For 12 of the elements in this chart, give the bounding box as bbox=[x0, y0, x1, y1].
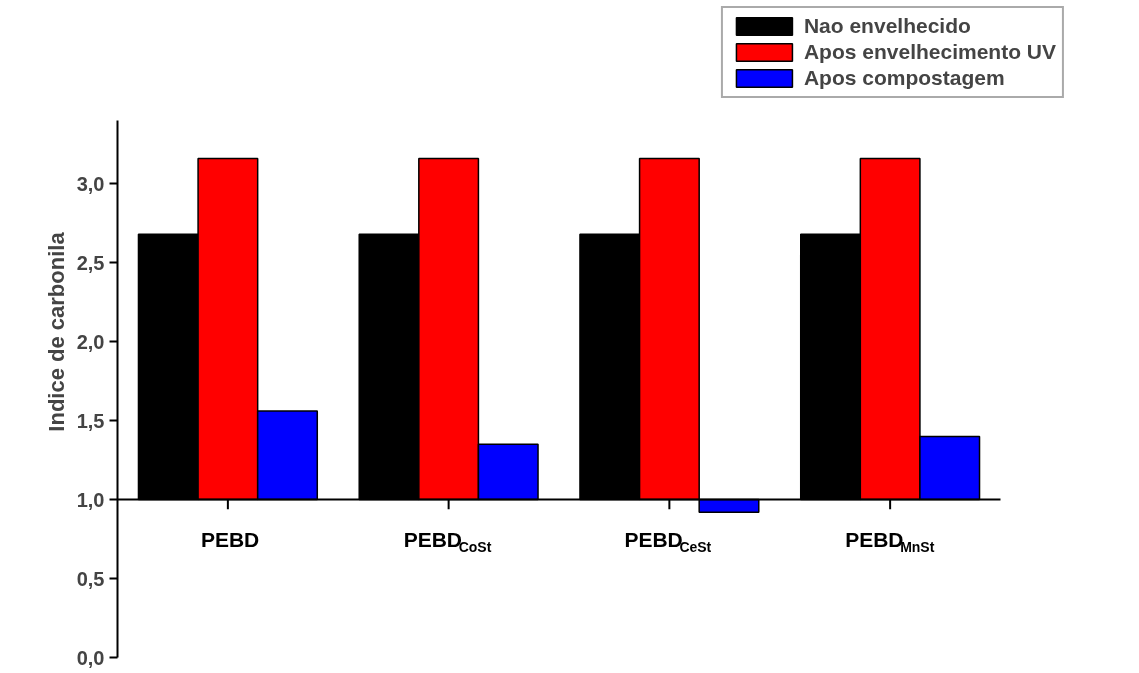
y-tick-label: 2,0 bbox=[76, 330, 105, 353]
legend-label: Nao envelhecido bbox=[803, 14, 971, 38]
y-tick-label: 0,5 bbox=[76, 567, 105, 590]
y-axis-title: Indice de carbonila bbox=[43, 231, 69, 432]
y-tick-label: 1,5 bbox=[76, 409, 105, 432]
legend-label: Apos envelhecimento UV bbox=[803, 40, 1056, 64]
y-tick-label: 0,0 bbox=[76, 646, 105, 669]
y-tick-label: 2,5 bbox=[76, 251, 105, 274]
y-tick-label: 1,0 bbox=[76, 488, 105, 511]
x-tick-label: PEBD bbox=[200, 528, 260, 552]
y-tick-label: 3,0 bbox=[76, 172, 105, 195]
legend-label: Apos compostagem bbox=[803, 66, 1005, 90]
